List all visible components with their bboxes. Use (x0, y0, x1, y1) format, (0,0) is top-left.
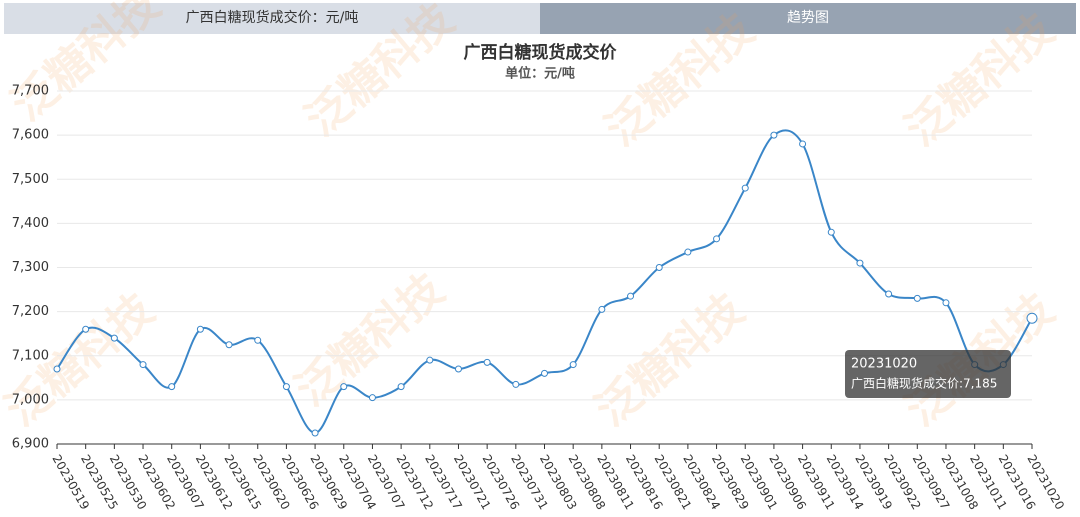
point (311, 429, 319, 437)
watermark: 泛糖科技 (896, 4, 1064, 156)
y-tick-label: 7,200 (12, 304, 49, 319)
point (225, 341, 233, 349)
point (168, 383, 176, 391)
tab[interactable]: 趋势图 (540, 3, 1076, 34)
point (340, 383, 348, 391)
y-tick-label: 7,300 (12, 260, 49, 275)
y-tick-label: 6,900 (12, 437, 49, 452)
point (426, 356, 434, 364)
point (397, 383, 405, 391)
point (770, 131, 778, 139)
point (454, 365, 462, 373)
tooltip: 20231020 广西白糖现货成交价:7,185 (845, 350, 1011, 398)
tooltip-text: 广西白糖现货成交价:7,185 (851, 376, 997, 391)
tab[interactable]: 广西白糖现货成交价：元/吨 (4, 3, 540, 34)
point (885, 290, 893, 298)
point (368, 394, 376, 402)
point (1026, 312, 1038, 324)
chart-subtitle: 单位：元/吨 (505, 66, 575, 82)
point (139, 361, 147, 369)
point (741, 184, 749, 192)
y-tick-label: 7,400 (12, 216, 49, 231)
y-tick-label: 7,000 (12, 392, 49, 407)
point (627, 292, 635, 300)
point (53, 365, 61, 373)
tooltip-date: 20231020 (851, 357, 917, 372)
watermark: 泛糖科技 (2, 0, 170, 131)
point (541, 369, 548, 377)
point (512, 380, 520, 388)
point (799, 140, 807, 148)
y-tick-label: 7,600 (12, 128, 49, 143)
watermark: 泛糖科技 (286, 264, 454, 416)
tooltip-box (845, 350, 1011, 398)
point (598, 305, 606, 313)
y-tick-label: 7,700 (12, 84, 49, 99)
watermark: 泛糖科技 (596, 4, 764, 156)
y-tick-label: 7,500 (12, 172, 49, 187)
chart-title: 广西白糖现货成交价 (464, 42, 618, 63)
watermark: 泛糖科技 (586, 284, 754, 436)
point (110, 334, 118, 342)
point (82, 325, 90, 333)
y-tick-label: 7,100 (12, 348, 49, 363)
point (913, 294, 921, 302)
point (942, 299, 950, 307)
point (569, 361, 577, 369)
point (254, 336, 262, 344)
point (483, 358, 491, 366)
point (856, 259, 864, 267)
watermark: 泛糖科技 (296, 0, 464, 146)
point (713, 235, 721, 243)
point (655, 264, 663, 271)
point (196, 325, 204, 333)
point (827, 228, 835, 236)
point (282, 383, 290, 391)
point (684, 248, 692, 256)
